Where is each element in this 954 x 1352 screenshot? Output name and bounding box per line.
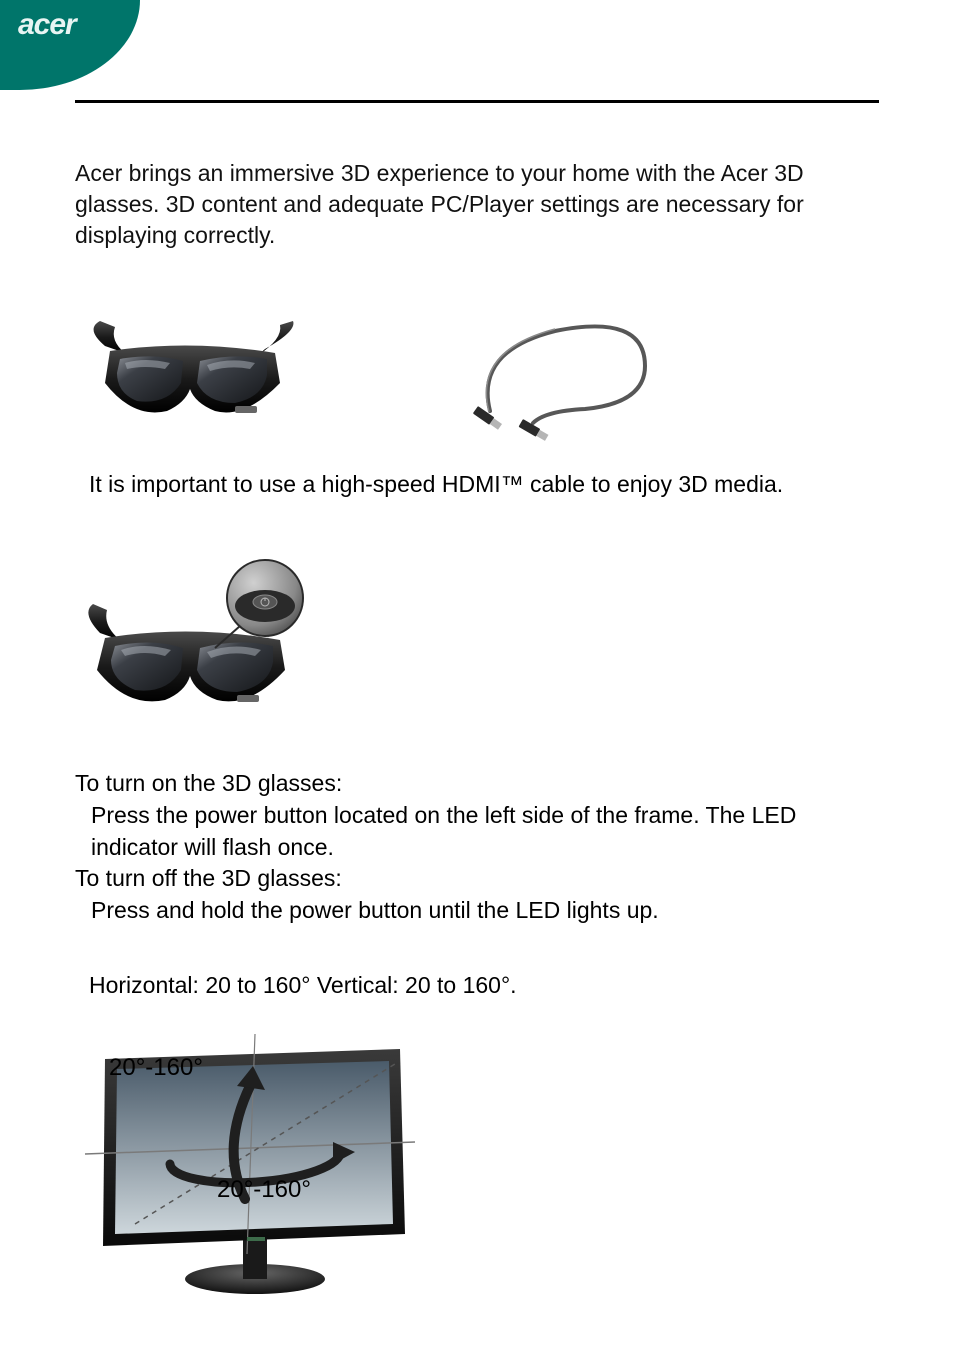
turn-on-heading: To turn on the 3D glasses: <box>75 768 879 800</box>
angle-label-horizontal: 20°-160° <box>217 1176 311 1204</box>
glasses-power-image <box>75 558 325 738</box>
intro-paragraph: Acer brings an immersive 3D experience t… <box>75 158 879 251</box>
turn-on-body: Press the power button located on the le… <box>75 800 879 863</box>
brand-corner: acer <box>0 0 140 90</box>
hdmi-note: It is important to use a high-speed HDMI… <box>89 471 879 498</box>
glasses-image <box>75 311 305 441</box>
brand-logo: acer <box>18 8 76 42</box>
page-content: Acer brings an immersive 3D experience t… <box>75 100 879 1304</box>
hdmi-cable-image <box>445 311 675 441</box>
instructions-block: To turn on the 3D glasses: Press the pow… <box>75 768 879 927</box>
monitor-diagram: 20°-160° 20°-160° <box>75 1024 415 1304</box>
viewing-angles-text: Horizontal: 20 to 160° Vertical: 20 to 1… <box>89 972 879 999</box>
product-images-row <box>75 311 879 441</box>
turn-off-heading: To turn off the 3D glasses: <box>75 863 879 895</box>
header-rule <box>75 100 879 103</box>
turn-off-body: Press and hold the power button until th… <box>75 895 879 927</box>
angle-label-vertical: 20°-160° <box>109 1054 203 1082</box>
